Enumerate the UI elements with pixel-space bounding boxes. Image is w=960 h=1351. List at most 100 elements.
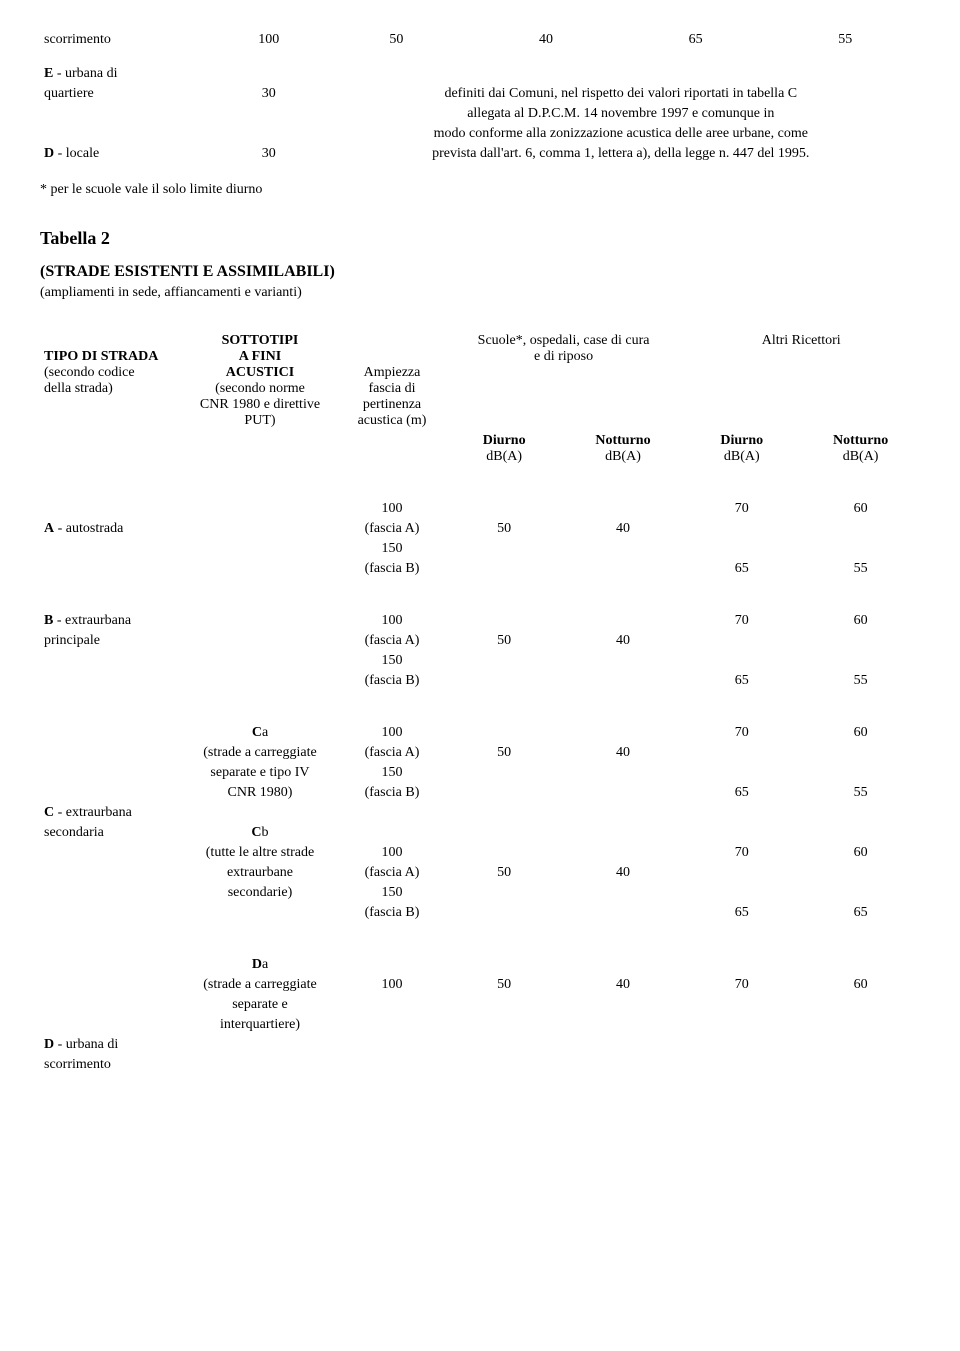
cell: secondarie) (181, 883, 339, 903)
top-table: scorrimento 100 50 40 65 55 E - urbana d… (40, 30, 920, 164)
cell: Ca (181, 723, 339, 743)
cell: 40 (564, 519, 683, 539)
cell: scorrimento (40, 1055, 181, 1075)
header-scuole: Scuole*, ospedali, case di cura e di rip… (445, 331, 683, 431)
cell: 70 (682, 499, 801, 519)
cell: 100 (339, 499, 445, 519)
cell: (tutte le altre strade (181, 843, 339, 863)
header-diurno: DiurnodB(A) (445, 431, 564, 467)
cell: Cb (181, 823, 339, 843)
cell: modo conforme alla zonizzazione acustica… (322, 124, 920, 144)
table-row: Ca 100 70 60 (40, 723, 920, 743)
cell: 55 (801, 671, 920, 691)
cell: 150 (339, 651, 445, 671)
cell: 30 (216, 84, 322, 104)
table-row: 150 (40, 651, 920, 671)
cell: extraurbane (181, 863, 339, 883)
cell: (fascia A) (339, 863, 445, 883)
table-header-row2: DiurnodB(A) NotturnodB(A) DiurnodB(A) No… (40, 431, 920, 467)
cell: 100 (339, 843, 445, 863)
cell: 65 (682, 671, 801, 691)
cell: Da (181, 955, 339, 975)
cell: E - urbana di (40, 64, 216, 84)
cell: C - extraurbana (40, 803, 181, 823)
cell: 55 (801, 783, 920, 803)
cell: 70 (682, 843, 801, 863)
cell: B - extraurbana (40, 611, 181, 631)
cell: 40 (564, 863, 683, 883)
cell: 65 (682, 903, 801, 923)
table-row: (strade a carreggiate 100 50 40 70 60 (40, 975, 920, 995)
table-row: secondarie) 150 (40, 883, 920, 903)
cell: 65 (621, 30, 771, 50)
cell: 70 (682, 611, 801, 631)
cell: 150 (339, 539, 445, 559)
table-row: C - extraurbana (40, 803, 920, 823)
header-diurno2: DiurnodB(A) (682, 431, 801, 467)
table-row: B - extraurbana 100 70 60 (40, 611, 920, 631)
cell: 150 (339, 883, 445, 903)
cell: 60 (801, 499, 920, 519)
cell: (fascia A) (339, 743, 445, 763)
cell: (strade a carreggiate (181, 743, 339, 763)
table-row: interquartiere) (40, 1015, 920, 1035)
header-col2: SOTTOTIPI A FINI ACUSTICI (secondo norme… (181, 331, 339, 431)
table-row: D - locale 30 prevista dall'art. 6, comm… (40, 144, 920, 164)
cell: 55 (770, 30, 920, 50)
table-row: (fascia B) 65 55 (40, 671, 920, 691)
header-col3: Ampiezza fascia di pertinenza acustica (… (339, 331, 445, 431)
cell: separate e tipo IV (181, 763, 339, 783)
table-row: principale (fascia A) 50 40 (40, 631, 920, 651)
cell: scorrimento (40, 30, 216, 50)
cell: 70 (682, 975, 801, 995)
cell: 30 (216, 144, 322, 164)
table-header-row: TIPO DI STRADA (secondo codice della str… (40, 331, 920, 431)
table-row: A - autostrada (fascia A) 50 40 (40, 519, 920, 539)
table-row: Da (40, 955, 920, 975)
table2-paren: (ampliamenti in sede, affiancamenti e va… (40, 285, 920, 301)
cell: secondaria (40, 823, 181, 843)
cell: 65 (801, 903, 920, 923)
header-altri: Altri Ricettori (682, 331, 920, 431)
cell: D - urbana di (40, 1035, 181, 1055)
table-row: extraurbane (fascia A) 50 40 (40, 863, 920, 883)
cell: (fascia B) (339, 903, 445, 923)
table-row: allegata al D.P.C.M. 14 novembre 1997 e … (40, 104, 920, 124)
cell: 50 (445, 743, 564, 763)
cell: 40 (564, 743, 683, 763)
cell: 55 (801, 559, 920, 579)
cell: 150 (339, 763, 445, 783)
cell: prevista dall'art. 6, comma 1, lettera a… (322, 144, 920, 164)
note-schools: * per le scuole vale il solo limite diur… (40, 182, 920, 198)
table-row: D - urbana di (40, 1035, 920, 1055)
cell: 40 (564, 631, 683, 651)
table-row: separate e tipo IV 150 (40, 763, 920, 783)
table-row: scorrimento (40, 1055, 920, 1075)
cell: 50 (445, 631, 564, 651)
table-row: separate e (40, 995, 920, 1015)
cell: D - locale (40, 144, 216, 164)
cell: 50 (445, 975, 564, 995)
header-col1: TIPO DI STRADA (secondo codice della str… (40, 331, 181, 431)
table-row: CNR 1980) (fascia B) 65 55 (40, 783, 920, 803)
cell: definiti dai Comuni, nel rispetto dei va… (322, 84, 920, 104)
cell: 60 (801, 975, 920, 995)
header-notturno: NotturnodB(A) (564, 431, 683, 467)
table-row: (tutte le altre strade 100 70 60 (40, 843, 920, 863)
cell: (fascia A) (339, 631, 445, 651)
table-row: (strade a carreggiate (fascia A) 50 40 (40, 743, 920, 763)
cell: 100 (216, 30, 322, 50)
table-row: 100 70 60 (40, 499, 920, 519)
cell: 50 (322, 30, 472, 50)
cell: 50 (445, 519, 564, 539)
cell: 100 (339, 975, 445, 995)
table-row: scorrimento 100 50 40 65 55 (40, 30, 920, 50)
cell: 70 (682, 723, 801, 743)
cell: 60 (801, 723, 920, 743)
cell: (fascia A) (339, 519, 445, 539)
cell: 100 (339, 611, 445, 631)
cell: 60 (801, 611, 920, 631)
table-row: (fascia B) 65 55 (40, 559, 920, 579)
cell: 40 (471, 30, 621, 50)
table-row: secondaria Cb (40, 823, 920, 843)
